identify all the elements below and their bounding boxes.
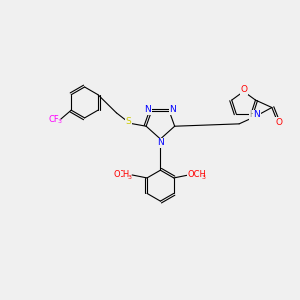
Text: CF: CF <box>48 115 59 124</box>
Text: N: N <box>157 138 164 147</box>
Text: O: O <box>240 85 247 94</box>
Text: O: O <box>275 118 282 127</box>
Text: N: N <box>169 105 176 114</box>
Text: O: O <box>114 170 121 179</box>
Text: 3: 3 <box>202 175 206 180</box>
Text: N: N <box>145 105 151 114</box>
Text: N: N <box>254 110 260 119</box>
Text: S: S <box>125 117 131 126</box>
Text: OCH: OCH <box>188 170 206 179</box>
Text: 3: 3 <box>58 119 62 124</box>
Text: 3: 3 <box>127 175 131 180</box>
Text: CH: CH <box>118 170 130 179</box>
Text: H: H <box>249 110 255 119</box>
